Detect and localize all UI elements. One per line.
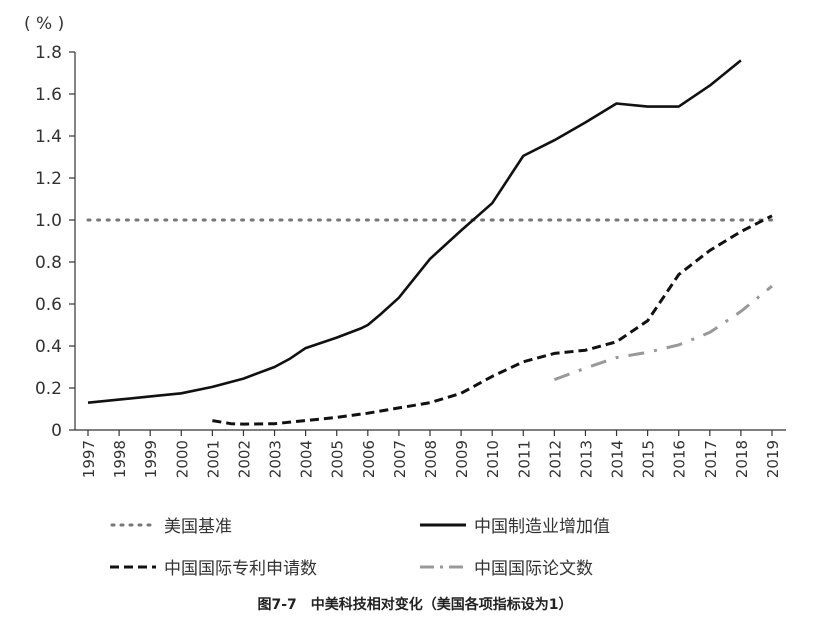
x-tick-label: 1998 bbox=[111, 440, 129, 478]
y-tick-label: 0 bbox=[51, 421, 62, 441]
y-tick-label: 0.4 bbox=[35, 337, 62, 357]
x-tick-label: 2019 bbox=[764, 440, 782, 478]
y-tick-label: 1.6 bbox=[35, 85, 62, 105]
figure-caption: 图7-7 中美科技相对变化（美国各项指标设为1） bbox=[257, 597, 573, 613]
y-tick-label: 1.8 bbox=[35, 43, 62, 63]
legend-label: 中国制造业增加值 bbox=[474, 517, 610, 537]
legend-label: 中国国际专利申请数 bbox=[164, 559, 317, 579]
x-tick-label: 2007 bbox=[391, 440, 409, 478]
x-tick-label: 2017 bbox=[702, 440, 720, 478]
x-tick-label: 2003 bbox=[267, 440, 285, 478]
legend-swatch-dashed bbox=[110, 565, 156, 568]
line-chart: 0 0.2 0.4 0.6 0.8 1.0 1.2 1.4 1.6 1.8 1997 1998 1999… bbox=[35, 43, 786, 478]
x-tick-label: 2002 bbox=[235, 440, 253, 478]
x-tick-label: 2004 bbox=[298, 440, 316, 478]
y-tick-label: 0.6 bbox=[35, 295, 62, 315]
x-tick-label: 2006 bbox=[360, 440, 378, 478]
legend-item-patents: 中国国际专利申请数 bbox=[110, 554, 317, 579]
series-line-3 bbox=[212, 214, 773, 426]
x-tick-label: 2008 bbox=[422, 440, 440, 478]
x-tick-label: 2012 bbox=[546, 440, 564, 478]
x-tick-label: 2011 bbox=[515, 440, 533, 478]
y-tick-label: 1.2 bbox=[35, 169, 62, 189]
x-tick-label: 2018 bbox=[733, 440, 751, 478]
x-tick-label: 2016 bbox=[671, 440, 689, 478]
legend-label: 美国基准 bbox=[164, 517, 232, 537]
legend-label: 中国国际论文数 bbox=[474, 559, 593, 579]
legend-swatch-solid bbox=[420, 523, 466, 526]
series-line-2 bbox=[87, 59, 742, 404]
series-group bbox=[86, 59, 774, 426]
legend-item-papers: 中国国际论文数 bbox=[420, 554, 593, 579]
x-tick-label: 2005 bbox=[329, 440, 347, 478]
y-tick-label: 0.8 bbox=[35, 253, 62, 273]
x-tick-label: 2015 bbox=[640, 440, 658, 478]
y-tick-label: 0.2 bbox=[35, 379, 62, 399]
x-tick-label: 2013 bbox=[577, 440, 595, 478]
x-tick-label: 2010 bbox=[484, 440, 502, 478]
legend-swatch-dotted bbox=[110, 523, 156, 526]
x-tick-label: 2014 bbox=[609, 440, 627, 478]
x-tick-label: 2009 bbox=[453, 440, 471, 478]
x-tick-label: 2001 bbox=[204, 440, 222, 478]
y-axis-unit-label: ( % ) bbox=[24, 14, 65, 34]
y-tick-label: 1.0 bbox=[35, 211, 62, 231]
x-tick-label: 1999 bbox=[142, 440, 160, 478]
x-tick-label: 2000 bbox=[173, 440, 191, 478]
legend-item-manufacturing: 中国制造业增加值 bbox=[420, 512, 610, 537]
x-tick-label: 1997 bbox=[80, 440, 98, 478]
axes: 0 0.2 0.4 0.6 0.8 1.0 1.2 1.4 1.6 1.8 1997 1998 1999… bbox=[35, 43, 786, 478]
legend-swatch-dashdot bbox=[420, 565, 466, 568]
legend-item-us-baseline: 美国基准 bbox=[110, 512, 232, 537]
y-tick-label: 1.4 bbox=[35, 127, 62, 147]
